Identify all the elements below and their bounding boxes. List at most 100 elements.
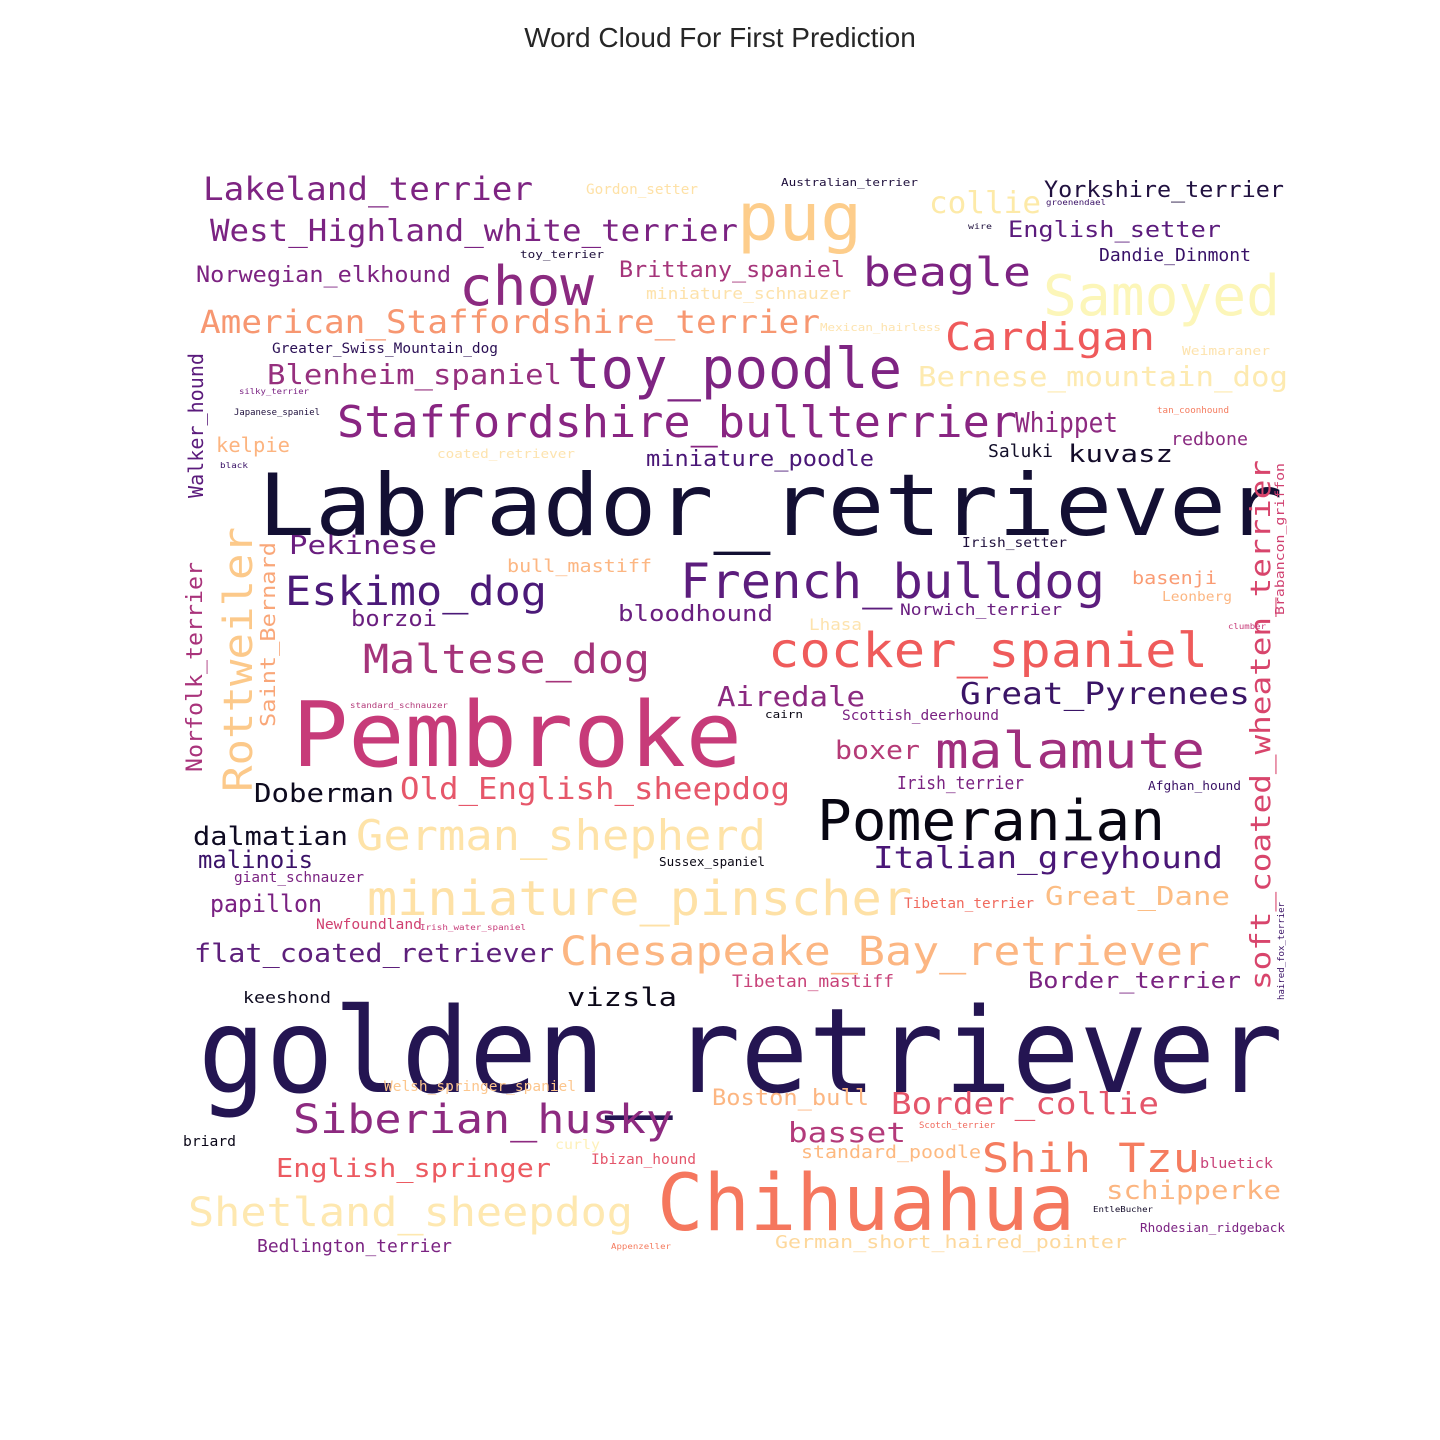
word-silky-terrier: silky_terrier [239,387,309,396]
word-beagle: beagle [863,250,1031,296]
word-saluki: Saluki [988,441,1053,462]
word-samoyed: Samoyed [1043,264,1280,329]
word-irish-setter: Irish_setter [962,536,1067,551]
word-flat-coated-retriever: flat_coated_retriever [194,939,554,969]
word-staffordshire-bullterrier: Staffordshire_bullterrier [337,397,1017,448]
word-basenji: basenji [1132,568,1217,589]
word-irish-water-spaniel: Irish_water_spaniel [420,923,526,932]
word-eskimo-dog: Eskimo_dog [285,569,547,615]
word-bloodhound: bloodhound [618,602,773,627]
word-blenheim-spaniel: Blenheim_spaniel [267,358,562,392]
word-irish-terrier: Irish_terrier [897,773,1024,794]
word-french-bulldog: French_bulldog [680,554,1105,610]
word-malamute: malamute [935,722,1205,780]
word-yorkshire-terrier: Yorkshire_terrier [1044,178,1284,203]
word-border-terrier: Border_terrier [1028,969,1241,994]
word-brittany-spaniel: Brittany_spaniel [619,258,845,283]
word-great-pyrenees: Great_Pyrenees [960,677,1250,712]
word-newfoundland: Newfoundland [316,917,422,933]
word-australian-terrier: Australian_terrier [781,176,918,189]
word-scotch-terrier: Scotch_terrier [919,1121,996,1131]
word-airedale: Airedale [717,680,865,713]
word-whippet: Whippet [1015,406,1118,439]
word-toy-poodle: toy_poodle [567,337,902,402]
word-west-highland-white-terrier: West_Highland_white_terrier [210,214,738,249]
word-shih-tzu: Shih Tzu [982,1136,1200,1182]
word-miniature-schnauzer: miniature_schnauzer [646,284,851,303]
word-curly: curly [555,1138,600,1153]
word-leonberg: Leonberg [1162,590,1232,605]
word-shetland-sheepdog: Shetland_sheepdog [188,1190,633,1236]
word-rhodesian-ridgeback: Rhodesian_ridgeback [1140,1221,1286,1235]
word-german-short-haired-pointer: German_short_haired_pointer [775,1232,1127,1253]
word-cairn: cairn [765,708,803,721]
word-german-shepherd: German_shepherd [356,811,766,860]
word-welsh-springer-spaniel: Welsh_springer_spaniel [384,1079,576,1095]
word-papillon: papillon [210,890,322,918]
word-pembroke: Pembroke [292,683,742,788]
word-collie: collie [929,186,1041,221]
word-chesapeake-bay-retriever: Chesapeake_Bay_retriever [560,929,1210,975]
word-dandie-dinmont: Dandie_Dinmont [1099,245,1251,266]
word-ibizan-hound: Ibizan_hound [591,1152,696,1168]
word-redbone: redbone [1171,429,1248,450]
word-borzoi: borzoi [351,607,437,632]
word-chow: chow [459,255,595,318]
word-pug: pug [737,179,862,256]
word-english-springer: English_springer [276,1154,551,1184]
word-border-collie: Border_collie [891,1087,1159,1122]
word-labrador-retriever: Labrador_retriever [258,456,1283,556]
word-lakeland-terrier: Lakeland_terrier [203,170,533,208]
word-norwich-terrier: Norwich_terrier [900,600,1062,619]
word-vizsla: vizsla [567,983,677,1013]
word-cocker-spaniel: cocker_spaniel [768,623,1208,679]
word-weimaraner: Weimaraner [1182,344,1270,358]
word-appenzeller: Appenzeller [611,1242,671,1251]
word-afghan-hound: Afghan_hound [1148,779,1241,793]
word-scottish-deerhound: Scottish_deerhound [842,708,999,724]
word-pekinese: Pekinese [289,531,437,561]
word-kelpie: kelpie [216,433,290,457]
word-black: black [220,461,248,470]
word-great-dane: Great_Dane [1045,882,1230,912]
word-mexican-hairless: Mexican_hairless [820,321,941,334]
word-soft-coated-wheaten-terrier: soft_coated_wheaten_terrier [1244,460,1278,990]
word-keeshond: keeshond [243,988,331,1007]
word-chihuahua: Chihuahua [657,1159,1075,1249]
word-english-setter: English_setter [1008,218,1221,243]
word-tibetan-terrier: Tibetan_terrier [904,896,1034,912]
word-american-staffordshire-terrier: American_Staffordshire_terrier [200,303,820,341]
word-kuvasz: kuvasz [1068,440,1173,468]
word-briard: briard [183,1134,236,1150]
word-tan-coonhound: tan_coonhound [1157,406,1229,416]
word-old-english-sheepdog: Old_English_sheepdog [400,772,790,807]
word-tibetan-mastiff: Tibetan_mastiff [732,972,894,992]
word-haired-fox-terrier: haired_fox_terrier [1277,901,1287,1000]
word-entlebucher: EntleBucher [1093,1205,1153,1214]
word-siberian-husky: Siberian_husky [293,1097,673,1143]
word-boxer: boxer [835,736,920,766]
word-greater-swiss-mountain-dog: Greater_Swiss_Mountain_dog [272,341,498,357]
word-schipperke: schipperke [1106,1176,1281,1206]
word-malinois: malinois [198,846,313,874]
word-boston-bull: Boston_bull [712,1086,869,1111]
word-dalmatian: dalmatian [193,822,348,852]
word-walker-hound: Walker_hound [184,353,208,498]
word-saint-bernard: Saint_Bernard [256,542,280,727]
word-japanese-spaniel: Japanese_spaniel [234,408,320,418]
word-rottweiler: Rottweiler [216,527,262,792]
word-bernese-mountain-dog: Bernese_mountain_dog [918,360,1288,394]
word-italian-greyhound: Italian_greyhound [873,841,1223,876]
word-miniature-poodle: miniature_poodle [646,447,874,472]
word-lhasa: Lhasa [809,615,862,634]
word-standard-poodle: standard_poodle [801,1142,981,1163]
word-norwegian-elkhound: Norwegian_elkhound [196,263,451,288]
word-golden-retriever: golden_retriever [198,982,1283,1120]
word-clumber: clumber [1228,622,1266,631]
word-miniature-pinscher: miniature_pinscher [367,871,912,927]
word-toy-terrier: toy_terrier [520,248,604,261]
word-wire: wire [968,222,992,231]
word-bluetick: bluetick [1200,1156,1274,1172]
word-groenendael: groenendael [1046,198,1106,207]
